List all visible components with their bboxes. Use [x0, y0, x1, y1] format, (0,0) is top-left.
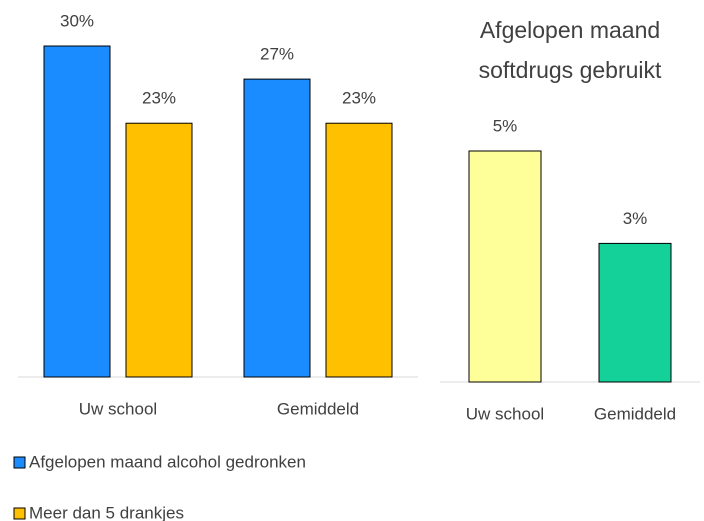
data-label: 5%: [493, 116, 518, 135]
bar: [43, 45, 111, 378]
bar: [325, 122, 393, 378]
chart-title: Afgelopen maand softdrugs gebruikt: [478, 17, 662, 83]
x-tick-label: Gemiddeld: [594, 404, 676, 423]
x-tick-label: Uw school: [79, 399, 157, 418]
legend-swatch: [13, 507, 26, 520]
bar: [243, 78, 311, 378]
x-tick-label: Gemiddeld: [277, 399, 359, 418]
bar: [468, 150, 542, 383]
bar: [598, 242, 672, 383]
bar: [125, 122, 193, 378]
legend-swatch: [13, 456, 26, 469]
data-label: 27%: [260, 45, 294, 64]
data-label: 30%: [60, 11, 94, 30]
data-label: 23%: [342, 89, 376, 108]
x-tick-label: Uw school: [466, 404, 544, 423]
data-label: 3%: [623, 209, 648, 228]
data-label: 23%: [142, 89, 176, 108]
legend-label: Afgelopen maand alcohol gedronken: [29, 452, 306, 471]
legend-label: Meer dan 5 drankjes: [29, 503, 184, 521]
